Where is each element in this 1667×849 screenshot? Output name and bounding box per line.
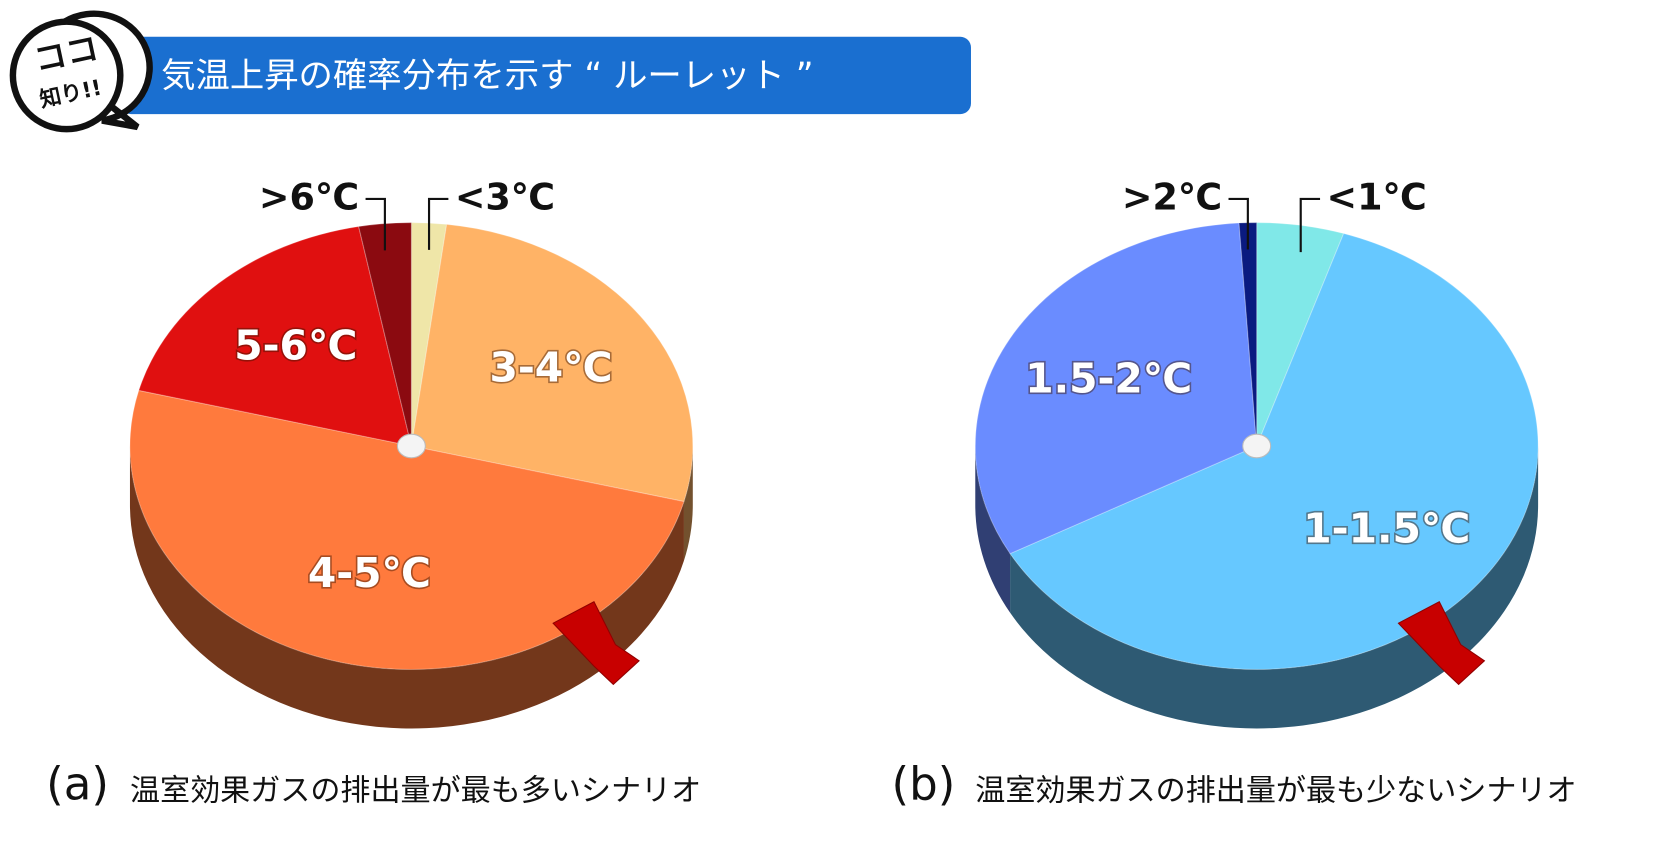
caption-text: 温室効果ガスの排出量が最も多いシナリオ	[130, 773, 701, 808]
slice-label: 3-4℃	[489, 344, 612, 392]
pie-slice	[410, 223, 694, 503]
badge-circle	[9, 18, 124, 133]
slice-label: >6℃	[259, 175, 359, 218]
pointer	[1397, 600, 1486, 686]
pie-slice	[974, 222, 1258, 555]
slice-label: >2℃	[1122, 175, 1222, 218]
leader-line	[365, 197, 386, 251]
pie-side	[1010, 445, 1539, 729]
caption-label: (a)	[46, 758, 109, 811]
pie-slice	[1009, 232, 1539, 670]
slice-label: 1-1.5℃	[1303, 504, 1470, 552]
center-knob	[1242, 433, 1272, 459]
slice-label: 5-6℃	[234, 321, 357, 369]
pie-side	[129, 445, 684, 729]
slice-label: <1℃	[1326, 175, 1426, 218]
title: 気温上昇の確率分布を示す “ ルーレット ”	[161, 56, 813, 96]
center-knob	[396, 433, 426, 459]
title-banner	[120, 36, 971, 115]
header: 気温上昇の確率分布を示す “ ルーレット ” ココ 知り!!	[9, 10, 971, 133]
slice-label: 1.5-2℃	[1025, 354, 1192, 402]
pie-side	[683, 445, 693, 561]
leader-line	[427, 197, 449, 250]
slice-label: 4-5℃	[308, 549, 431, 597]
leader-line	[1299, 197, 1321, 253]
pointer	[552, 600, 640, 686]
pie-chart: <3℃ 3-4℃ 4-5℃ 5-6℃ >6℃ (a) 温室効果ガスの排出量が最も多いシナリオ	[46, 175, 701, 810]
caption-label: (b)	[892, 758, 956, 811]
leader-line	[1228, 197, 1249, 250]
pie-side	[975, 445, 1011, 613]
pie-chart: <1℃ 1-1.5℃ 1.5-2℃ >2℃ (b) 温室効果ガスの排出量が最も少ないシナリ…	[892, 175, 1577, 810]
caption-text: 温室効果ガスの排出量が最も少ないシナリオ	[975, 773, 1576, 808]
pie-slice	[138, 225, 413, 447]
pie-slice	[129, 389, 685, 670]
slice-label: <3℃	[455, 175, 555, 218]
